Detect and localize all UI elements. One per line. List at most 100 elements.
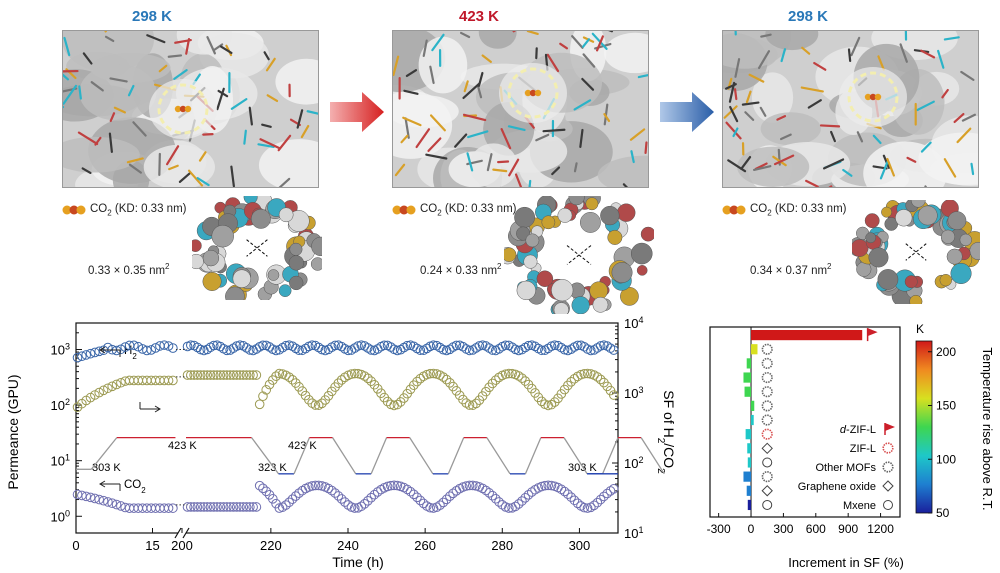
co2-permeance-point: [599, 491, 609, 502]
co2-permeance-point: [435, 500, 445, 511]
co2-permeance-point: [205, 502, 216, 512]
selectivity-point: [500, 369, 511, 379]
temp-program-ramp: [524, 437, 542, 475]
marker-graphene-oxide: [761, 485, 773, 497]
x-tick-label: 200: [171, 538, 193, 553]
selectivity-point: [287, 374, 298, 385]
co2-permeance-point: [241, 502, 252, 512]
h2-permeance-point: [595, 341, 606, 351]
y-right-tick-label: 101: [624, 525, 643, 541]
selectivity-point: [284, 372, 294, 382]
selectivity-point: [412, 376, 422, 387]
co2-permeance-point: [415, 495, 426, 506]
selectivity-point: [608, 390, 619, 400]
co2-permeance-point: [349, 503, 360, 513]
co2-permeance-point: [258, 483, 268, 494]
co2-permeance-point: [523, 490, 534, 500]
selectivity-point: [363, 373, 373, 384]
series-pointer-arrow-head: [99, 346, 106, 354]
sf-increment-chart: Increment in SF (%) K Temperature rise a…: [707, 322, 995, 570]
selectivity-point: [189, 370, 199, 380]
h2-permeance-point: [241, 343, 252, 353]
md-snapshot-298k-initial: [62, 30, 319, 188]
h2-permeance-point: [72, 352, 83, 363]
selectivity-point: [228, 370, 239, 380]
series-pointer-arrow-head: [154, 405, 161, 413]
h2-permeance-point: [281, 340, 291, 351]
selectivity-point: [458, 394, 468, 405]
marker-graphene-oxide: [761, 442, 773, 455]
selectivity-point: [317, 398, 327, 409]
selectivity-point: [202, 370, 213, 380]
h2-permeance-point: [451, 340, 462, 351]
co2-permeance-point: [222, 502, 232, 512]
md-snapshot-298k-final: [722, 30, 979, 188]
selectivity-point: [103, 383, 113, 394]
selectivity-point: [222, 370, 232, 380]
selectivity-point: [438, 372, 449, 382]
h2-permeance-point: [435, 342, 445, 353]
sf-x-tick-label: 1200: [867, 522, 894, 536]
pore-highlight-ring: [157, 83, 209, 135]
sf-legend-label: ZIF-L: [850, 443, 876, 455]
co2-legend-1: CO2 (KD: 0.33 nm): [62, 203, 186, 217]
h2-permeance-point: [146, 345, 157, 355]
selectivity-point: [168, 375, 178, 386]
co2-permeance-point: [425, 502, 435, 513]
selectivity-point: [238, 370, 249, 380]
co2-permeance-point: [238, 502, 249, 512]
selectivity-point: [261, 385, 272, 395]
selectivity-point: [254, 399, 265, 410]
h2-permeance-point: [500, 340, 511, 351]
cooling-arrow-icon: [660, 92, 714, 132]
co2-permeance-point: [107, 498, 118, 508]
colorbar-tick-label: 50: [936, 506, 950, 520]
co2-permeance-point: [392, 480, 403, 491]
co2-permeance-point: [540, 480, 550, 491]
selectivity-point: [111, 379, 122, 390]
marker-other-mofs: [761, 343, 773, 355]
co2-permeance-point: [333, 491, 344, 501]
selectivity-point: [192, 370, 203, 380]
co2-permeance-point: [595, 494, 606, 505]
selectivity-point: [251, 370, 262, 380]
panel-1-temperature: 298 K: [131, 8, 173, 25]
co2-permeance-point: [448, 488, 458, 499]
co2-legend-3: CO2 (KD: 0.33 nm): [722, 203, 846, 217]
marker-other-mofs: [761, 414, 773, 426]
temp-program-ramp: [90, 437, 118, 470]
co2-permeance-point: [513, 499, 524, 509]
x-tick-label: 260: [414, 538, 436, 553]
co2-permeance-point: [467, 480, 478, 491]
selectivity-point: [212, 370, 222, 380]
selectivity-point: [258, 391, 268, 402]
temp-program-ramp: [409, 437, 434, 475]
h2-permeance-point: [549, 340, 560, 350]
h2-permeance-point: [94, 346, 105, 357]
h2-permeance-point: [142, 345, 152, 356]
co2-permeance-point: [231, 502, 242, 512]
h2-permeance-point: [258, 340, 268, 351]
selectivity-point: [520, 376, 531, 386]
co2-permeance-point: [569, 495, 580, 506]
co2-permeance-point: [277, 502, 288, 512]
y-right-tick-label: 102: [624, 455, 643, 471]
co2-permeance-point: [327, 485, 337, 496]
co2-permeance-point: [445, 491, 455, 502]
h2-permeance-point: [271, 345, 281, 356]
pore-aperture-model-3: [852, 200, 980, 304]
h2-permeance-point: [245, 345, 255, 355]
permeance-selectivity-chart: Permeance (GPU) Time (h) SF of H2/CO2 H2…: [5, 315, 677, 570]
h2-permeance-point: [543, 343, 553, 354]
h2-permeance-point: [523, 340, 534, 351]
temp-program-ramp: [251, 437, 280, 475]
co2-permeance-point: [90, 493, 100, 504]
co2-permeance-point: [163, 503, 174, 513]
h2-permeance-point: [536, 345, 547, 356]
selectivity-point: [346, 369, 357, 379]
sf-x-tick-label: -300: [707, 522, 731, 536]
co2-permeance-point: [490, 493, 501, 504]
sf-bar: [745, 429, 752, 440]
co2-permeance-point: [94, 494, 105, 505]
co2-permeance-point: [284, 497, 294, 508]
